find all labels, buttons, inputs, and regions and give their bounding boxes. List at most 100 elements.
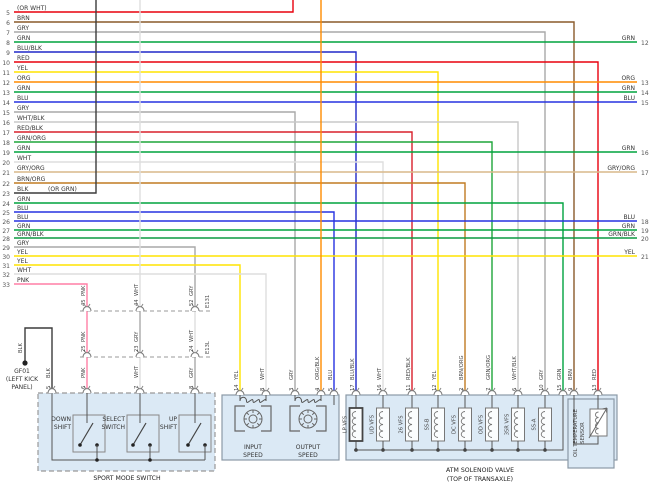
segment-color-label: WHT	[189, 329, 195, 342]
row-label: GRN/BLK	[17, 231, 45, 238]
row-label: GRN	[622, 223, 635, 230]
pin-color-label: BRN	[568, 369, 574, 380]
pin-color-label: GRN/ORG	[486, 355, 492, 380]
solenoid-name: LP VFS	[343, 416, 349, 433]
segment-color-label: GRY	[134, 331, 140, 342]
row-label: ORG	[621, 75, 635, 82]
wire-ground	[24, 327, 53, 393]
component-title: (TOP OF TRANSAXLE)	[447, 476, 513, 483]
row-label: YEL	[16, 65, 28, 72]
wire-harness	[14, 0, 637, 395]
row-label: BLU	[17, 95, 29, 102]
row-number: 31	[2, 263, 10, 270]
pin-color-label: GRY	[289, 369, 295, 380]
connector-number: 24	[189, 345, 195, 352]
down-shift-switch-box	[72, 414, 106, 453]
pin-color-label: GRY	[189, 367, 195, 378]
pin-color-label: ORG/BLK	[315, 356, 321, 380]
pin-color-label: PNK	[81, 367, 87, 378]
pin-number: 4	[315, 387, 321, 391]
row-number: 9	[6, 50, 10, 57]
pin-color-label: BLU	[328, 370, 334, 380]
row-label: BLU	[17, 205, 29, 212]
row-label: WHT/BLK	[17, 115, 46, 122]
row-number: 30	[2, 254, 10, 261]
pin-number: 9	[568, 388, 574, 391]
row-number: 10	[2, 60, 10, 67]
row-number: 13	[2, 90, 10, 97]
pin-color-label: GRY	[539, 369, 545, 380]
pin-color-label: WHT	[134, 365, 140, 378]
wire-row-5	[14, 0, 294, 13]
row-label: GRN/BLK	[608, 231, 636, 238]
row-label-alt: (OR GRN)	[48, 186, 77, 193]
solenoid-name: 26 VFS	[399, 416, 405, 434]
pin-color-label: BLK	[46, 368, 52, 378]
segment-color-label: PNK	[81, 331, 87, 342]
pin-number: 8	[189, 386, 195, 389]
row-label: GRN	[17, 85, 30, 92]
ground-point-dot	[22, 360, 28, 366]
row-number: 29	[2, 245, 10, 252]
wire-row-6	[14, 21, 575, 395]
ground-name: GF01	[14, 368, 30, 375]
row-number: 15	[2, 110, 10, 117]
pin-color-label: RED/BLK	[406, 357, 412, 380]
row-label: BLU	[623, 214, 635, 221]
solenoid-name: UD VFS	[370, 415, 376, 434]
row-number: 19	[641, 228, 649, 235]
row-number: 24	[2, 201, 10, 208]
connector-number: 45	[81, 299, 87, 306]
ground-location: PANEL)	[11, 384, 32, 391]
solenoid-name: OD VFS	[479, 415, 485, 434]
wire-row-18	[14, 141, 493, 395]
wire-row-25	[14, 211, 335, 395]
oil-temp-ground-wire	[573, 395, 599, 445]
pin-number: 8	[260, 388, 266, 391]
pin-number: 5	[46, 386, 52, 389]
inline-connector-labels: PNK 45 PNK 25 WHT 44 GRY 23 GRY 52 E131 …	[81, 283, 211, 354]
row-label: BRN	[17, 15, 30, 22]
switch-label: SHIFT	[54, 424, 71, 431]
row-number: 20	[641, 236, 649, 243]
pin-number: 3	[289, 388, 295, 391]
ground-location: (LEFT KICK	[6, 376, 39, 383]
wire-row-24	[14, 202, 564, 395]
pin-number: 2	[459, 388, 465, 391]
row-number: 17	[2, 130, 10, 137]
wire-row-22	[14, 182, 466, 395]
row-number: 21	[2, 170, 10, 177]
row-number: 11	[2, 70, 10, 77]
speed-sensors-box	[221, 394, 340, 461]
pin-color-label: WHT/BLK	[512, 356, 518, 380]
switch-label: SELECT	[102, 416, 125, 423]
row-label: PNK	[17, 277, 30, 284]
row-label: RED	[17, 55, 30, 62]
switch-label: UP	[169, 416, 177, 423]
solenoid-name: SS-A	[532, 418, 538, 430]
solenoid-name: DC VFS	[452, 415, 458, 434]
row-number: 12	[2, 80, 10, 87]
row-label: (OR WHT)	[17, 5, 47, 12]
row-number: 23	[2, 191, 10, 198]
row-number: 14	[641, 90, 649, 97]
segment-color-label: PNK	[81, 285, 87, 296]
row-label: YEL	[16, 249, 28, 256]
row-number: 16	[2, 120, 10, 127]
component-title: ATM SOLENOID VALVE	[446, 467, 514, 474]
wire-row-29a	[14, 246, 196, 311]
pin-number: 6	[512, 388, 518, 391]
row-label: BLU/BLK	[17, 45, 43, 52]
solenoid-name: 35R VFS	[505, 414, 511, 436]
pin-color-label: YEL	[234, 371, 240, 381]
segment-color-label: GRY	[189, 285, 195, 296]
rail-junction-dot	[148, 458, 152, 462]
row-label: YEL	[16, 258, 28, 265]
switch-label: SHIFT	[160, 424, 177, 431]
wire-row-23	[14, 0, 97, 194]
wire-row-32	[14, 273, 267, 395]
row-label: GRN	[17, 196, 30, 203]
